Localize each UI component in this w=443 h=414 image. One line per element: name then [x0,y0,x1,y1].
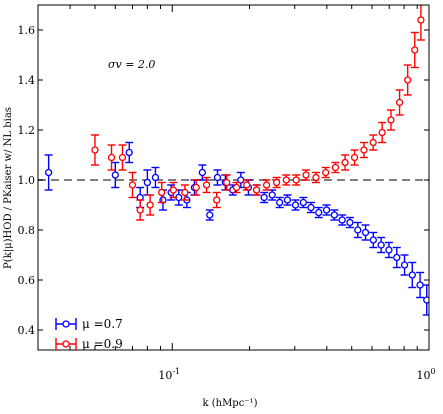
sigma-annotation: σv = 2.0 [108,58,155,71]
data-point [377,241,385,249]
x-axis-label: k (hMpc⁻¹) [202,398,257,409]
data-point [143,178,152,187]
data-point [299,198,307,207]
data-point [360,146,368,154]
data-point [243,181,251,189]
data-point [423,296,429,304]
y-tick-label: 1.0 [18,174,36,187]
data-point [111,171,119,179]
data-point [315,208,323,217]
data-point [146,201,154,209]
data-point [158,188,166,197]
y-tick-label: 0.8 [18,224,36,237]
data-point [223,178,231,187]
data-point [151,173,160,182]
legend-marker [62,340,70,348]
data-point [181,188,189,197]
y-tick-label: 0.4 [18,324,36,337]
data-point [292,176,300,184]
data-point [385,246,393,254]
data-point [338,216,346,224]
data-point [369,236,377,244]
series-1 [90,5,425,221]
data-point [107,153,116,162]
data-point [417,16,425,24]
data-point [378,128,386,137]
data-point [136,206,144,214]
data-point [322,206,331,214]
annotation-text: σv = 2.0 [108,58,155,71]
data-point [330,211,339,219]
data-point [252,186,261,194]
x-tick-label: 100 [416,367,435,382]
data-point [282,176,290,184]
data-point [128,181,137,189]
data-point [416,281,424,289]
data-point [169,186,178,194]
data-point [346,218,354,227]
data-point [232,183,241,192]
data-point [275,198,284,207]
data-point [283,196,292,204]
data-point [192,183,200,192]
data-point [213,173,222,182]
data-point [213,196,221,204]
legend-label: μ =0.9 [82,337,123,351]
data-point [312,173,320,182]
data-point [272,178,281,187]
data-point [202,181,211,189]
data-point [387,116,395,124]
y-tick-label: 1.2 [18,124,36,137]
data-point [369,138,377,147]
data-point [400,261,409,269]
data-point [404,76,412,84]
data-point [395,98,404,107]
data-point [268,191,276,199]
data-point [341,158,349,167]
series-0 [44,141,429,316]
y-axis-label: P(k|μ)HOD / PKaiser w/ NL bias [3,107,14,269]
data-point [260,193,268,202]
data-point [361,228,370,237]
data-point [350,153,359,162]
y-tick-label: 0.6 [18,274,36,287]
legend-label: μ =0.7 [82,317,123,331]
data-point [307,203,315,212]
legend: μ =0.7 μ =0.9 [55,317,123,351]
data-point [322,168,330,177]
x-tick-label: 10-1 [158,367,180,382]
data-point [206,211,214,219]
data-point [198,168,207,177]
data-point [331,163,340,172]
data-point [291,201,300,209]
data-point [302,171,310,179]
y-tick-label: 1.4 [18,74,36,87]
legend-marker [62,320,70,328]
data-point [44,168,53,177]
data-point [393,253,401,262]
plot-frame [37,4,430,351]
data-point [354,226,362,234]
data-point [118,153,127,162]
data-point [125,148,133,157]
y-tick-label: 1.6 [18,24,36,37]
data-point [91,146,99,154]
data-point [408,271,416,279]
data-point [411,46,419,54]
data-point [262,181,271,189]
plot-area [38,5,429,350]
